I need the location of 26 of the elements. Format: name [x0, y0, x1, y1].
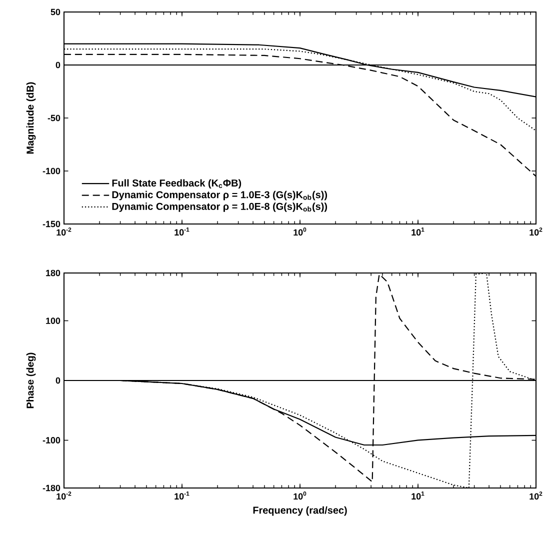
legend-label: Dynamic Compensator ρ = 1.0E-3 (G(s)K$_{ob}$(s)) — [112, 190, 328, 200]
y-tick-label: -100 — [42, 168, 60, 174]
y-tick-label: -150 — [42, 220, 60, 228]
x-tick-label: 10$^{-2}$ — [56, 228, 72, 236]
x-tick-label: 10$^{-1}$ — [174, 492, 190, 500]
x-tick-label: 10$^{-2}$ — [56, 492, 72, 500]
legend-label: Full State Feedback (K$_{c}$ΦB) — [112, 179, 242, 188]
y-tick-label: -50 — [48, 114, 60, 122]
y-axis-title: Magnitude (dB) — [26, 82, 36, 154]
x-tick-label: 10$^{1}$ — [412, 492, 424, 500]
x-tick-label: 10$^{1}$ — [412, 228, 424, 236]
x-tick-label: 10$^{0}$ — [294, 492, 306, 500]
y-tick-label: 100 — [46, 318, 60, 324]
legend-label: Dynamic Compensator ρ = 1.0E-8 (G(s)K$_{ob}$(s)) — [112, 202, 328, 212]
y-tick-label: 50 — [50, 8, 60, 16]
y-axis-title: Phase (deg) — [26, 352, 36, 408]
x-tick-label: 10$^{0}$ — [294, 228, 306, 236]
x-tick-label: 10$^{2}$ — [530, 228, 542, 236]
y-tick-label: 0 — [56, 377, 60, 384]
x-tick-label: 10$^{-1}$ — [174, 228, 190, 236]
y-tick-label: 180 — [46, 270, 60, 276]
y-tick-label: 0 — [56, 62, 60, 68]
x-tick-label: 10$^{2}$ — [530, 492, 542, 500]
y-tick-label: -180 — [42, 484, 60, 492]
x-axis-title: Frequency (rad/sec) — [253, 506, 347, 516]
y-tick-label: -100 — [42, 437, 60, 444]
